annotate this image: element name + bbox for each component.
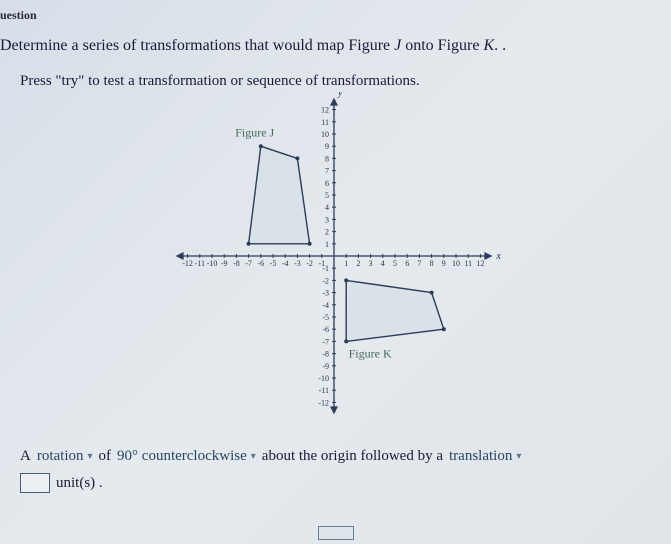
svg-text:-2: -2	[322, 276, 329, 285]
degrees-dropdown[interactable]: 90° counterclockwise ▾	[117, 448, 256, 465]
svg-text:-4: -4	[322, 301, 329, 310]
svg-text:-6: -6	[257, 259, 264, 268]
svg-text:-12: -12	[318, 398, 329, 407]
transformation-1-dropdown[interactable]: rotation ▾	[37, 448, 93, 465]
degrees-value: 90° counterclockwise	[117, 448, 247, 465]
svg-text:7: 7	[325, 167, 329, 176]
svg-text:-1: -1	[322, 264, 329, 273]
transformation-1-value: rotation	[37, 448, 84, 465]
svg-text:4: 4	[325, 203, 329, 212]
svg-text:2: 2	[325, 228, 329, 237]
svg-text:9: 9	[325, 142, 329, 151]
of-label: of	[99, 448, 112, 465]
svg-text:-7: -7	[245, 259, 252, 268]
svg-text:-9: -9	[322, 362, 329, 371]
svg-text:11: 11	[321, 118, 329, 127]
svg-text:6: 6	[325, 179, 329, 188]
svg-text:-3: -3	[322, 289, 329, 298]
svg-text:8: 8	[325, 154, 329, 163]
svg-text:Figure J: Figure J	[235, 125, 274, 139]
units-input[interactable]	[20, 473, 50, 493]
svg-text:10: 10	[452, 259, 460, 268]
question-header-cutoff: uestion	[0, 8, 667, 23]
svg-text:-10: -10	[206, 259, 217, 268]
answer-a-label: A	[20, 448, 31, 465]
prompt-pre: Determine a series of transformations th…	[0, 37, 394, 54]
svg-text:5: 5	[393, 259, 397, 268]
svg-text:-5: -5	[269, 259, 276, 268]
svg-text:-9: -9	[220, 259, 227, 268]
chevron-down-icon: ▾	[88, 451, 93, 462]
svg-text:7: 7	[417, 259, 421, 268]
svg-text:-8: -8	[322, 350, 329, 359]
svg-text:12: 12	[476, 259, 484, 268]
transformation-2-dropdown[interactable]: translation ▾	[449, 448, 521, 465]
svg-text:2: 2	[356, 259, 360, 268]
transformation-2-value: translation	[449, 448, 512, 465]
svg-text:-2: -2	[306, 259, 313, 268]
svg-text:-10: -10	[318, 374, 329, 383]
svg-text:-8: -8	[233, 259, 240, 268]
prompt-mid: onto Figure	[401, 37, 483, 54]
chevron-down-icon: ▾	[251, 451, 256, 462]
svg-text:-7: -7	[322, 337, 329, 346]
svg-text:y: y	[337, 92, 343, 99]
svg-text:-3: -3	[294, 259, 301, 268]
prompt-post: . .	[494, 37, 506, 54]
svg-text:Figure K: Figure K	[348, 346, 391, 360]
svg-text:x: x	[495, 251, 501, 262]
graph-container: -12-11-10-9-8-7-6-5-4-3-2-11234567891011…	[0, 92, 667, 432]
answer-row-1: A rotation ▾ of 90° counterclockwise ▾ a…	[20, 448, 667, 465]
svg-text:-12: -12	[182, 259, 193, 268]
chevron-down-icon: ▾	[516, 451, 521, 462]
svg-text:-6: -6	[322, 325, 329, 334]
prompt-line-1: Determine a series of transformations th…	[0, 37, 667, 55]
try-button[interactable]	[318, 526, 354, 540]
svg-text:-11: -11	[194, 259, 204, 268]
svg-text:1: 1	[344, 259, 348, 268]
prompt-line-2: Press "try" to test a transformation or …	[20, 73, 667, 90]
units-label: unit(s) .	[56, 475, 103, 492]
svg-text:3: 3	[325, 215, 329, 224]
svg-text:3: 3	[368, 259, 372, 268]
svg-text:9: 9	[441, 259, 445, 268]
answer-row-2: unit(s) .	[20, 473, 667, 493]
svg-text:-11: -11	[318, 386, 328, 395]
figure-k-ref: K	[483, 37, 494, 54]
coordinate-graph: -12-11-10-9-8-7-6-5-4-3-2-11234567891011…	[154, 92, 514, 432]
svg-text:4: 4	[380, 259, 384, 268]
svg-text:12: 12	[321, 106, 329, 115]
svg-text:5: 5	[325, 191, 329, 200]
svg-text:1: 1	[325, 240, 329, 249]
svg-text:8: 8	[429, 259, 433, 268]
svg-text:-4: -4	[281, 259, 288, 268]
svg-text:6: 6	[405, 259, 409, 268]
svg-text:-5: -5	[322, 313, 329, 322]
svg-text:11: 11	[464, 259, 472, 268]
svg-text:10: 10	[321, 130, 329, 139]
about-label: about the origin followed by a	[262, 448, 443, 465]
